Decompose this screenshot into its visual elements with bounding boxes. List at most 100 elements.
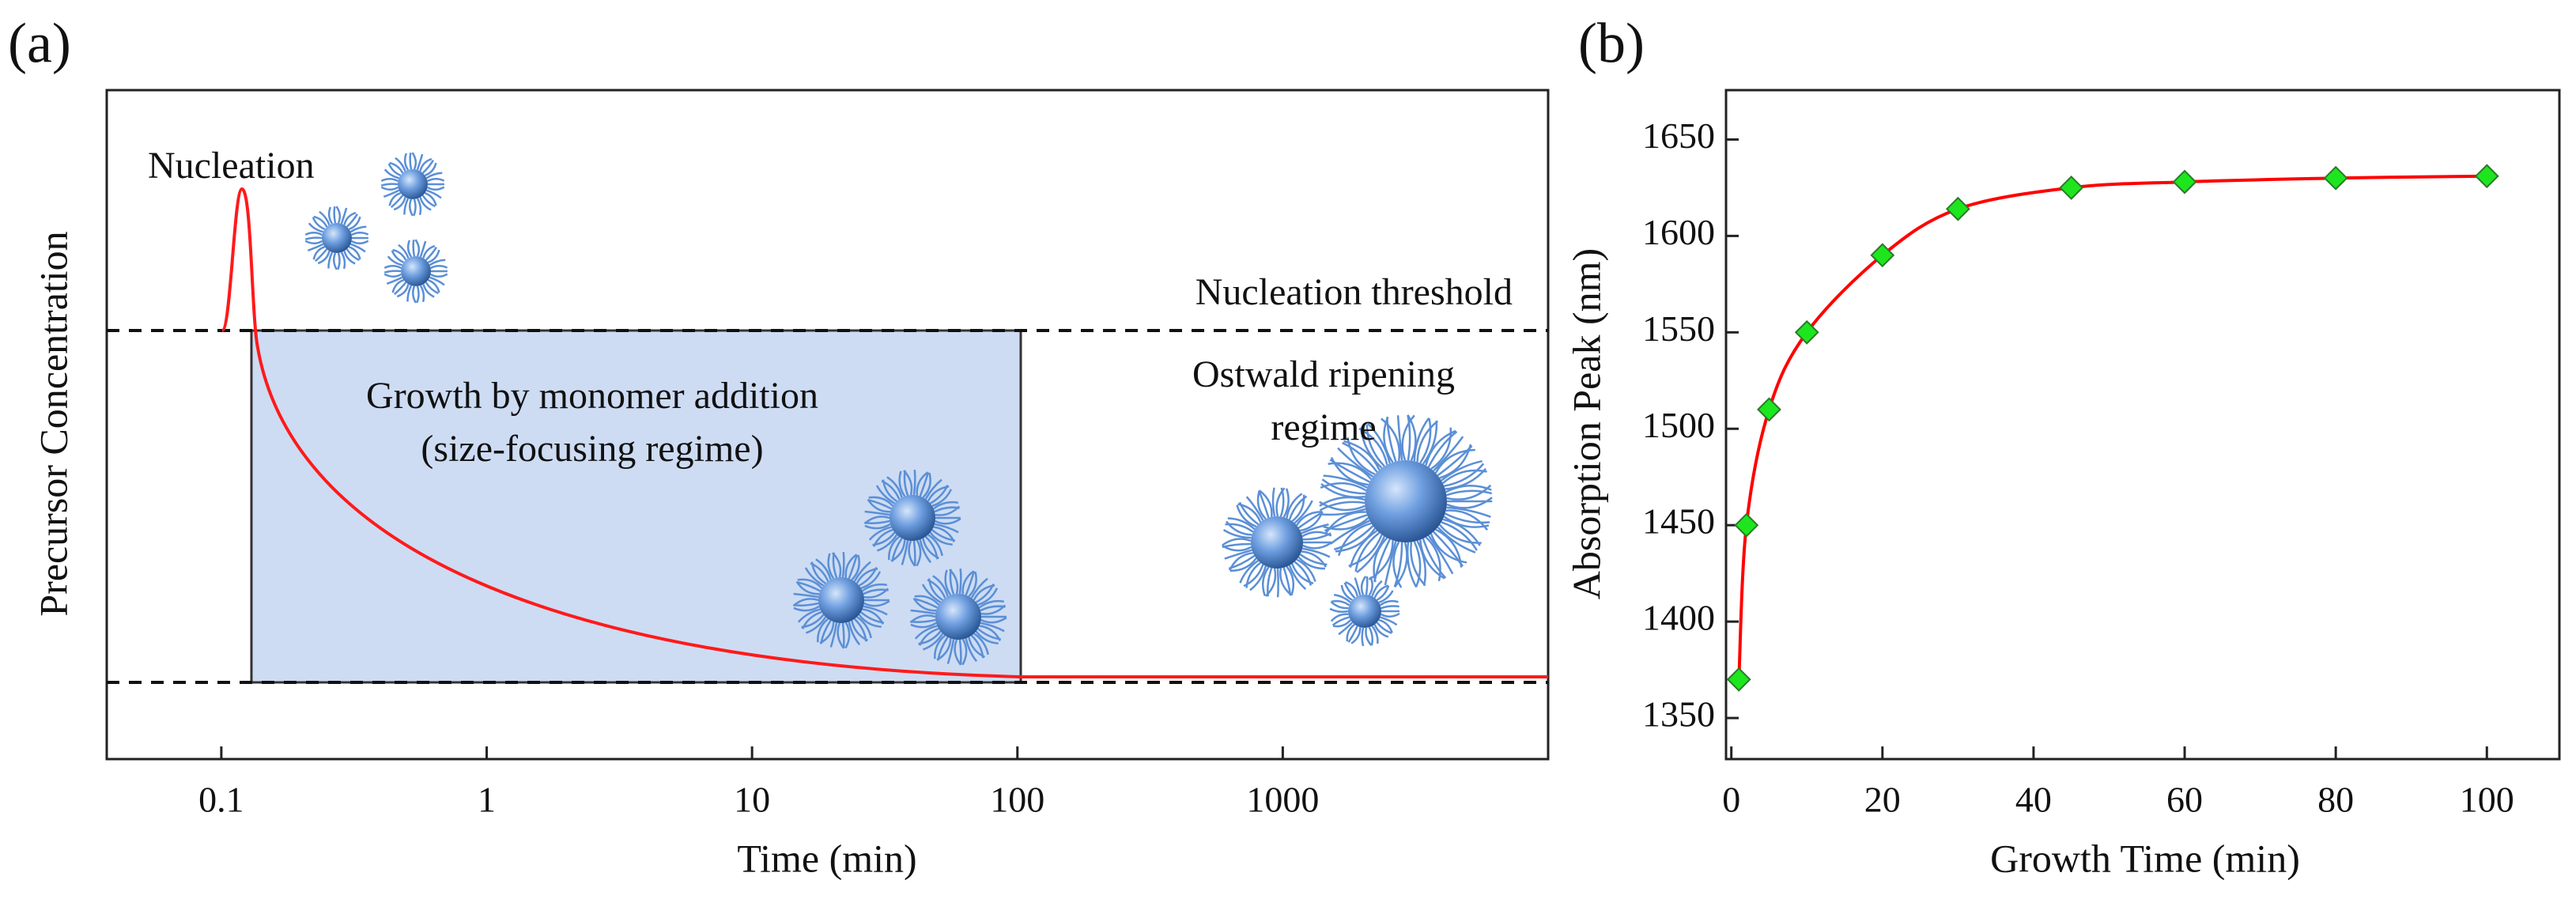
x-label: Growth Time (min) [1990, 836, 2300, 880]
ligand [968, 571, 977, 598]
ligand [312, 245, 326, 260]
ligand [910, 622, 937, 629]
ligand [1330, 601, 1349, 610]
ligand [419, 285, 425, 303]
ligand [349, 225, 367, 233]
ligand [409, 198, 414, 217]
ligand [348, 216, 361, 231]
x-tick-label: 1000 [1246, 780, 1319, 820]
ligand [419, 157, 432, 172]
ligand [327, 206, 334, 225]
ligand [875, 485, 896, 504]
ligand [932, 501, 959, 510]
ligand [1239, 559, 1260, 584]
ligand [1279, 568, 1293, 596]
ligand [924, 478, 942, 500]
ligand [1425, 429, 1456, 466]
ligand [1320, 508, 1366, 516]
ligand [421, 160, 434, 174]
ligand [796, 580, 821, 592]
ligand [1343, 440, 1381, 470]
ligand [1286, 565, 1295, 596]
ligand [412, 285, 417, 304]
ligand [919, 472, 930, 497]
ligand [380, 183, 398, 187]
ligand [1324, 511, 1366, 535]
ligand [1413, 417, 1430, 462]
ligand [929, 484, 949, 504]
ligand [383, 273, 402, 278]
x-tick-label: 80 [2317, 780, 2354, 820]
ligand [976, 628, 1002, 640]
ligand [918, 627, 939, 646]
ligand [980, 617, 1007, 624]
ligand [810, 562, 829, 582]
ligand [1441, 459, 1483, 482]
ligand [1437, 526, 1476, 554]
annotation: Nucleation threshold [1195, 271, 1513, 313]
ligand [421, 195, 436, 208]
ligand [934, 523, 959, 534]
ligand [1229, 557, 1257, 572]
ligand [863, 605, 888, 616]
ligand [1338, 622, 1354, 636]
ligand [383, 168, 399, 179]
ligand [1416, 540, 1427, 586]
ligand [827, 553, 835, 580]
point [1945, 196, 1970, 221]
ligand [934, 634, 946, 659]
ligand [416, 153, 424, 171]
ligand [965, 571, 976, 596]
annotation: Nucleation [148, 145, 315, 187]
ligand [903, 470, 913, 496]
ligand [1422, 538, 1447, 579]
ligand [327, 251, 334, 269]
ligand [937, 637, 949, 661]
y-tick-label: 1500 [1642, 405, 1715, 445]
x-tick-label: 0 [1722, 780, 1740, 820]
point [2172, 169, 2197, 195]
ligand [1446, 506, 1491, 518]
ligand [406, 240, 413, 258]
ligand [1368, 540, 1394, 580]
ligand [793, 605, 820, 612]
ligand [1354, 531, 1381, 572]
ligand [1381, 612, 1400, 618]
ligand [1320, 482, 1367, 492]
ligand [1425, 536, 1441, 582]
ligand [1445, 512, 1490, 524]
y-tick-label: 1600 [1642, 212, 1715, 252]
ligand [425, 281, 439, 295]
ligand [429, 259, 446, 266]
ligand [1331, 599, 1350, 606]
ligand [949, 569, 959, 595]
ligand [867, 498, 892, 510]
ligand [1297, 556, 1325, 570]
ligand [914, 625, 938, 640]
ligand [912, 597, 937, 612]
ligand [793, 592, 819, 599]
ligand [1333, 593, 1351, 603]
ligand [1416, 420, 1439, 463]
ligand [931, 529, 956, 542]
y-tick-label: 1450 [1642, 501, 1715, 542]
ligand [393, 197, 406, 211]
point [2059, 175, 2084, 200]
ligand [383, 265, 402, 270]
ligand [1427, 430, 1458, 468]
ligand [337, 252, 341, 270]
ligand [853, 561, 871, 582]
ligand [350, 240, 369, 245]
ligand [351, 232, 369, 236]
ligand [1439, 444, 1472, 479]
x-tick-label: 40 [2015, 780, 2052, 820]
ligand [304, 240, 323, 245]
ligand [333, 252, 338, 270]
ligand [1331, 616, 1350, 626]
ligand [973, 633, 989, 656]
particles [304, 152, 1493, 666]
series-line [1737, 174, 2487, 680]
ligand [419, 240, 427, 258]
ligand [935, 505, 961, 516]
ligand [1365, 424, 1385, 467]
